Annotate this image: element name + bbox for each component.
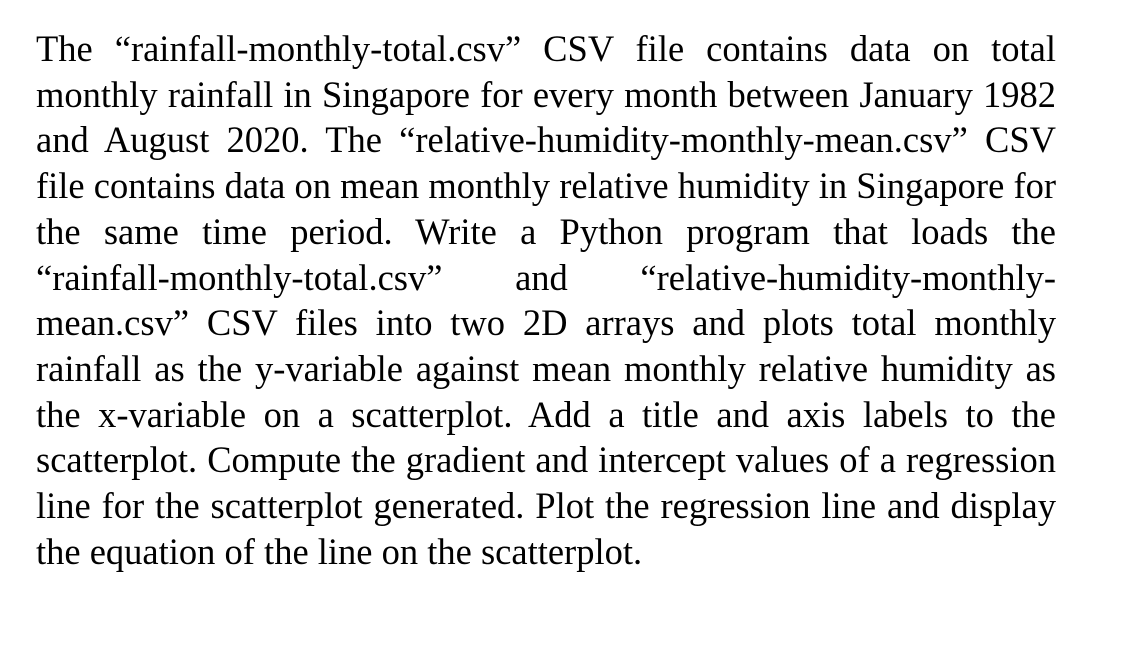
question-paragraph: The “rainfall-monthly-total.csv” CSV fil… (36, 28, 1056, 572)
document-body: The “rainfall-monthly-total.csv” CSV fil… (36, 26, 1056, 574)
